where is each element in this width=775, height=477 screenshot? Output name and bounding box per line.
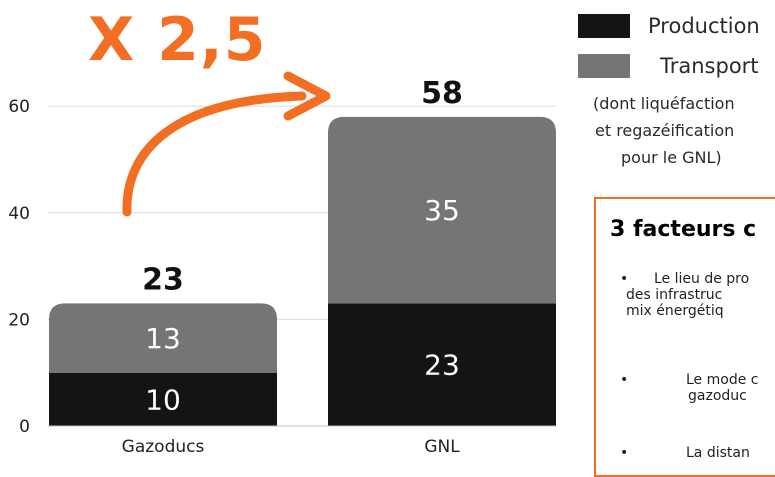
- factor-item-2: Le mode c gazoduc: [686, 372, 758, 404]
- legend-label-production: Production: [648, 14, 760, 38]
- legend-label-transport: Transport: [660, 54, 759, 78]
- x-category-label-1: GNL: [424, 437, 460, 457]
- multiplier-annotation: X 2,5: [88, 5, 267, 75]
- bar-segment-production-1: [328, 303, 556, 426]
- factor-item-3: La distan: [686, 445, 750, 461]
- factors-box: 3 facteurs c • Le lieu de pro des infras…: [594, 197, 775, 477]
- factor-item-3-line-1: La distan: [686, 445, 750, 461]
- data-label-transport-0: 13: [145, 322, 181, 355]
- y-tick-label-20: 20: [8, 310, 30, 330]
- y-tick-label-0: 0: [19, 417, 30, 437]
- legend-note-line-2: et regazéification: [595, 121, 735, 140]
- bar-segment-transport-1: [328, 116, 556, 304]
- legend-note-line-1: (dont liquéfaction: [593, 94, 735, 113]
- factor-item-1-line-2: des infrastruc: [626, 287, 723, 303]
- legend-swatch-production: [578, 14, 630, 38]
- bar-segment-production-0: [49, 372, 277, 426]
- data-label-production-1: 23: [424, 349, 460, 382]
- y-tick-label-40: 40: [8, 204, 30, 224]
- arrow-head-icon: [283, 71, 331, 121]
- factor-item-1-line-1: Le lieu de pro: [654, 271, 750, 287]
- factor-bullet-2: •: [620, 372, 629, 388]
- factors-title: 3 facteurs c: [610, 217, 757, 242]
- factor-item-1-line-3: mix énergétiq: [626, 303, 724, 319]
- data-label-production-0: 10: [145, 383, 181, 416]
- factor-item-2-line-1: Le mode c: [686, 372, 759, 388]
- factor-item-1: Le lieu de pro des infrastruc mix énergé…: [626, 271, 750, 319]
- legend-swatch-transport: [578, 54, 630, 78]
- y-tick-label-60: 60: [8, 97, 30, 117]
- x-category-label-0: Gazoducs: [122, 437, 205, 457]
- factor-bullet-3: •: [620, 445, 629, 461]
- factor-item-2-line-2: gazoduc: [688, 388, 747, 404]
- data-label-transport-1: 35: [424, 194, 460, 227]
- stacked-bar-chart: 0 20 40 60 10 13 23 Gazoducs 23 35 58 GNL: [8, 71, 556, 457]
- total-label-1: 58: [421, 76, 463, 111]
- factor-bullet-1: •: [620, 271, 629, 287]
- legend-note-line-3: pour le GNL): [621, 148, 722, 167]
- curved-arrow-icon: [122, 91, 307, 217]
- bar-segment-transport-0: [49, 303, 277, 373]
- total-label-0: 23: [142, 262, 184, 297]
